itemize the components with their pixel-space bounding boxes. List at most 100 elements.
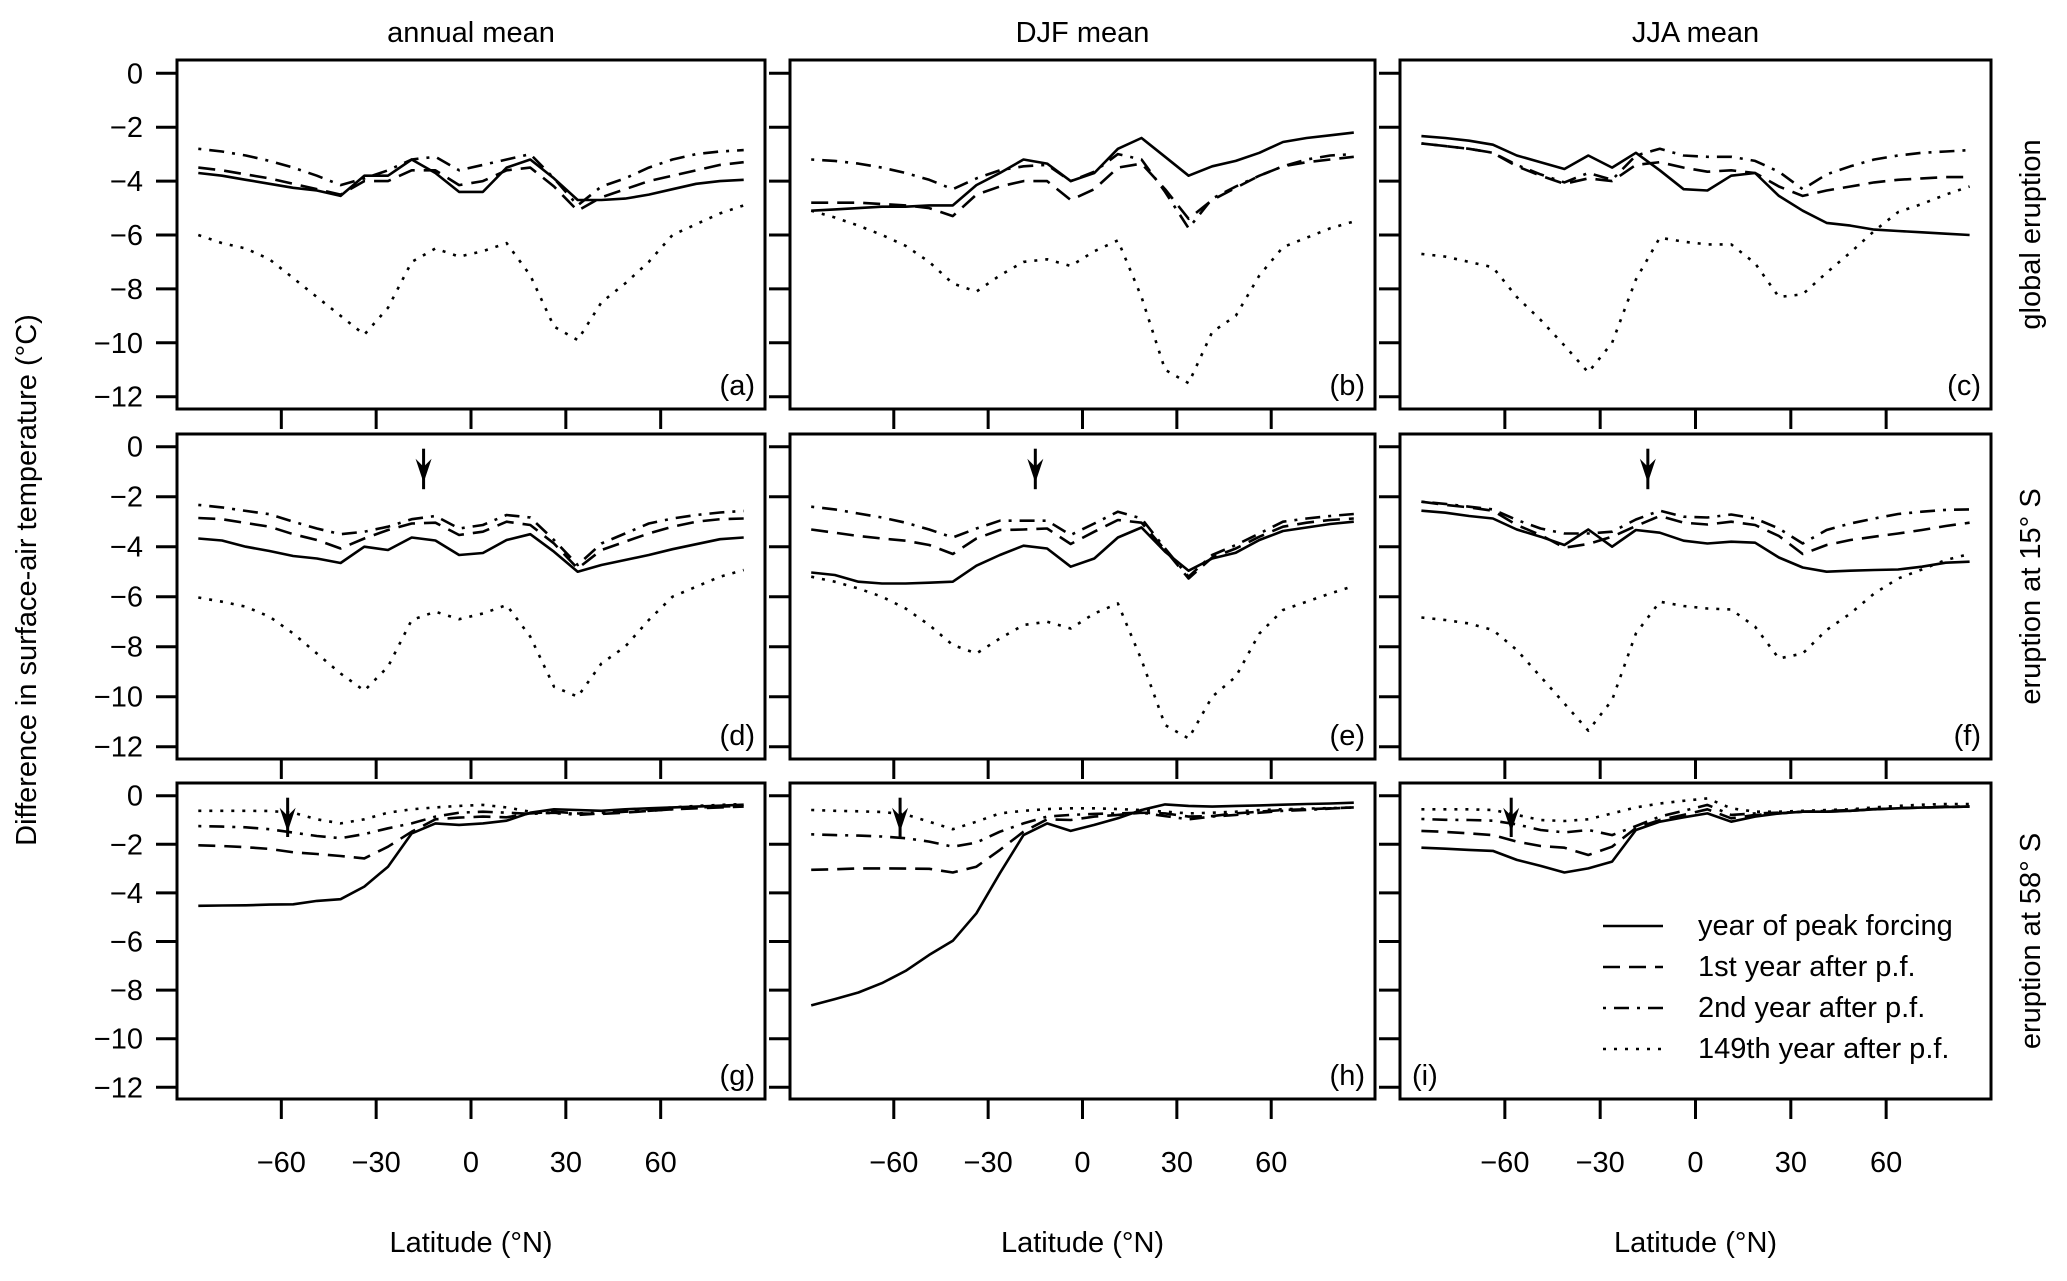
series-line-dotted — [198, 802, 744, 825]
legend-label: 149th year after p.f. — [1698, 1033, 1949, 1065]
x-tick-label: −60 — [1480, 1147, 1529, 1179]
panel-e: (e) — [769, 432, 1377, 779]
y-tick-label: 0 — [127, 58, 143, 90]
y-tick-label: −6 — [110, 220, 143, 252]
y-tick-label: −12 — [94, 732, 143, 764]
series-line-dotted — [810, 209, 1355, 385]
legend-label: year of peak forcing — [1698, 910, 1953, 942]
y-tick-label: −2 — [110, 482, 143, 514]
series-line-dotdash — [811, 152, 1354, 230]
series-line-solid — [1421, 805, 1970, 874]
eruption-arrow-icon — [1639, 458, 1656, 483]
panel-a: 0 −2 −4 −6 −8 −10 −12 (a) — [94, 58, 767, 429]
panel-label: (i) — [1412, 1060, 1438, 1092]
series-line-dashed — [198, 516, 744, 570]
panel-frame — [788, 58, 1377, 411]
series-line-dotdash — [198, 147, 744, 207]
eruption-arrow-icon — [1503, 807, 1520, 832]
series-line-dotdash — [811, 505, 1354, 579]
series-line-dashed — [1421, 500, 1970, 556]
x-tick-label: −60 — [869, 1147, 918, 1179]
series-line-dashed — [1421, 142, 1970, 198]
series-line-dotdash — [1421, 500, 1970, 545]
eruption-arrow-icon — [892, 807, 909, 832]
panel-frame — [175, 58, 767, 411]
x-tick-label: 0 — [1687, 1147, 1703, 1179]
panel-label: (h) — [1330, 1060, 1365, 1092]
panel-frame — [1398, 432, 1993, 761]
series-line-solid — [810, 801, 1354, 1007]
series-line-dotdash — [1421, 142, 1970, 191]
series-line-dashed — [811, 517, 1354, 580]
x-tick-label: −30 — [1576, 1147, 1625, 1179]
x-tick-label: 30 — [1775, 1147, 1807, 1179]
y-tick-label: −12 — [94, 1072, 143, 1104]
series-line-dashed — [198, 160, 744, 212]
series-line-solid — [1421, 509, 1970, 574]
panel-frame — [175, 781, 767, 1101]
series-line-dotted — [1421, 797, 1970, 823]
x-tick-label: 30 — [1161, 1147, 1193, 1179]
panel-frame — [175, 432, 767, 761]
y-tick-label: −4 — [110, 166, 143, 198]
series-line-dashed — [811, 155, 1354, 221]
panel-frame — [788, 781, 1377, 1101]
y-tick-label: −6 — [110, 927, 143, 959]
panel-label: (f) — [1954, 720, 1981, 752]
y-tick-label: −4 — [110, 878, 143, 910]
panel-b: (b) — [769, 58, 1377, 429]
row-title: eruption at 58° S — [2015, 833, 2047, 1049]
column-title: JJA mean — [1632, 17, 1759, 49]
series-line-dashed — [198, 805, 744, 860]
x-axis-label: Latitude (°N) — [389, 1227, 552, 1259]
series-line-dotdash — [811, 806, 1354, 849]
panel-i: −60 −30 0 30 60 Latitude (°N) (i) — [1379, 781, 1993, 1259]
x-tick-label: 60 — [1870, 1147, 1902, 1179]
y-tick-label: −8 — [110, 632, 143, 664]
row-title: eruption at 15° S — [2015, 488, 2047, 704]
x-tick-label: 60 — [645, 1147, 677, 1179]
panels: annual mean DJF mean JJA mean global erupti… — [94, 17, 2047, 1259]
series-line-dotted — [198, 568, 745, 699]
series-line-dotdash — [198, 503, 744, 567]
x-tick-label: −30 — [352, 1147, 401, 1179]
y-tick-label: −10 — [94, 328, 143, 360]
series-line-solid — [811, 520, 1354, 585]
series-line-dashed — [811, 806, 1354, 874]
y-tick-label: −10 — [94, 682, 143, 714]
series-line-dotted — [1421, 185, 1971, 374]
series-line-dotted — [810, 575, 1355, 740]
panel-label: (g) — [720, 1060, 755, 1092]
panel-label: (d) — [720, 720, 755, 752]
y-axis-label: Difference in surface-air temperature (°… — [11, 314, 43, 846]
panel-label: (e) — [1330, 720, 1365, 752]
panel-frame — [1398, 58, 1993, 411]
panel-c: (c) — [1379, 58, 1993, 429]
y-tick-label: −6 — [110, 582, 143, 614]
legend-label: 2nd year after p.f. — [1698, 992, 1925, 1024]
series-line-dotted — [197, 204, 745, 342]
legend: year of peak forcing 1st year after p.f. 2… — [1603, 910, 1953, 1065]
y-tick-label: −2 — [110, 829, 143, 861]
series-line-solid — [198, 532, 744, 574]
column-title: annual mean — [387, 17, 555, 49]
series-line-dashed — [1421, 805, 1970, 857]
panel-f: (f) — [1379, 432, 1993, 779]
panel-label: (c) — [1947, 370, 1981, 402]
x-tick-label: 30 — [550, 1147, 582, 1179]
x-axis-label: Latitude (°N) — [1001, 1227, 1164, 1259]
x-tick-label: −60 — [257, 1147, 306, 1179]
x-axis-label: Latitude (°N) — [1614, 1227, 1777, 1259]
panel-label: (b) — [1330, 370, 1365, 402]
y-tick-label: −4 — [110, 532, 143, 564]
y-tick-label: −12 — [94, 382, 143, 414]
column-title: DJF mean — [1016, 17, 1150, 49]
y-tick-label: −8 — [110, 975, 143, 1007]
x-tick-label: 0 — [1074, 1147, 1090, 1179]
panel-h: −60 −30 0 30 60 Latitude (°N) (h) — [769, 781, 1377, 1259]
series-line-dotted — [1421, 552, 1970, 733]
panel-label: (a) — [720, 370, 755, 402]
eruption-arrow-icon — [415, 458, 432, 483]
eruption-arrow-icon — [1027, 458, 1044, 483]
